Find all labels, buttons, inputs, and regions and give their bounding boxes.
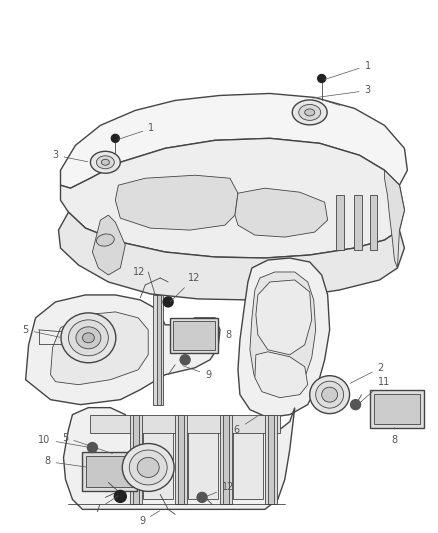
Text: 9: 9 [139, 511, 160, 526]
Ellipse shape [310, 376, 350, 414]
Text: 8: 8 [392, 427, 398, 445]
Text: 8: 8 [218, 330, 231, 340]
Bar [143, 419, 173, 499]
Bar [370, 195, 378, 250]
Bar [233, 419, 263, 499]
Bar [153, 295, 163, 405]
Polygon shape [385, 170, 404, 268]
Circle shape [111, 134, 119, 142]
Circle shape [163, 297, 173, 307]
Circle shape [197, 492, 207, 503]
Circle shape [350, 400, 360, 410]
Bar [130, 415, 142, 504]
Ellipse shape [299, 104, 321, 120]
Ellipse shape [305, 109, 314, 116]
Polygon shape [256, 280, 312, 355]
Circle shape [88, 442, 97, 453]
Polygon shape [60, 93, 407, 188]
Bar [178, 415, 184, 504]
Bar [82, 451, 137, 491]
Text: 3: 3 [53, 150, 88, 161]
Bar [90, 415, 280, 433]
Text: 1: 1 [324, 61, 371, 79]
Bar [175, 415, 187, 504]
Polygon shape [238, 258, 330, 417]
Polygon shape [250, 272, 316, 394]
Ellipse shape [321, 387, 338, 402]
Text: 11: 11 [358, 377, 390, 405]
Ellipse shape [96, 156, 114, 169]
Bar [86, 456, 133, 487]
Ellipse shape [90, 151, 120, 173]
Bar [223, 415, 229, 504]
Bar [188, 419, 218, 499]
Polygon shape [60, 139, 404, 258]
Bar [268, 415, 274, 504]
Text: 12: 12 [207, 482, 234, 496]
Circle shape [114, 490, 126, 503]
Ellipse shape [122, 443, 174, 491]
Ellipse shape [96, 234, 114, 246]
Ellipse shape [68, 320, 108, 356]
Polygon shape [50, 312, 148, 385]
Text: 5: 5 [62, 433, 113, 454]
Polygon shape [115, 175, 238, 230]
Bar [265, 415, 277, 504]
Text: 12: 12 [170, 273, 201, 302]
Bar [170, 318, 218, 353]
Text: 7: 7 [94, 496, 118, 514]
Bar [133, 415, 139, 504]
Text: 6: 6 [234, 416, 258, 434]
Text: 3: 3 [312, 85, 371, 98]
Text: 9: 9 [183, 366, 211, 379]
Ellipse shape [129, 450, 167, 485]
Polygon shape [255, 352, 308, 398]
Bar [157, 295, 161, 405]
Bar [336, 195, 343, 250]
Text: 8: 8 [44, 456, 87, 467]
Text: 2: 2 [350, 363, 384, 383]
Ellipse shape [316, 381, 343, 408]
Polygon shape [25, 295, 220, 405]
Bar [370, 390, 424, 427]
Ellipse shape [101, 159, 110, 165]
Circle shape [180, 355, 190, 365]
Bar [173, 321, 215, 350]
Bar [353, 195, 361, 250]
Ellipse shape [76, 327, 101, 349]
Bar [220, 415, 232, 504]
Polygon shape [59, 212, 404, 300]
Polygon shape [64, 408, 295, 510]
Circle shape [318, 75, 326, 83]
Ellipse shape [61, 313, 116, 363]
Bar [374, 394, 420, 424]
Ellipse shape [292, 100, 327, 125]
Text: 1: 1 [118, 123, 154, 140]
Polygon shape [235, 188, 328, 237]
Text: 5: 5 [22, 325, 60, 337]
Ellipse shape [137, 457, 159, 478]
Text: 10: 10 [38, 434, 88, 447]
Text: 12: 12 [133, 267, 146, 277]
Polygon shape [92, 215, 125, 275]
Ellipse shape [82, 333, 95, 343]
